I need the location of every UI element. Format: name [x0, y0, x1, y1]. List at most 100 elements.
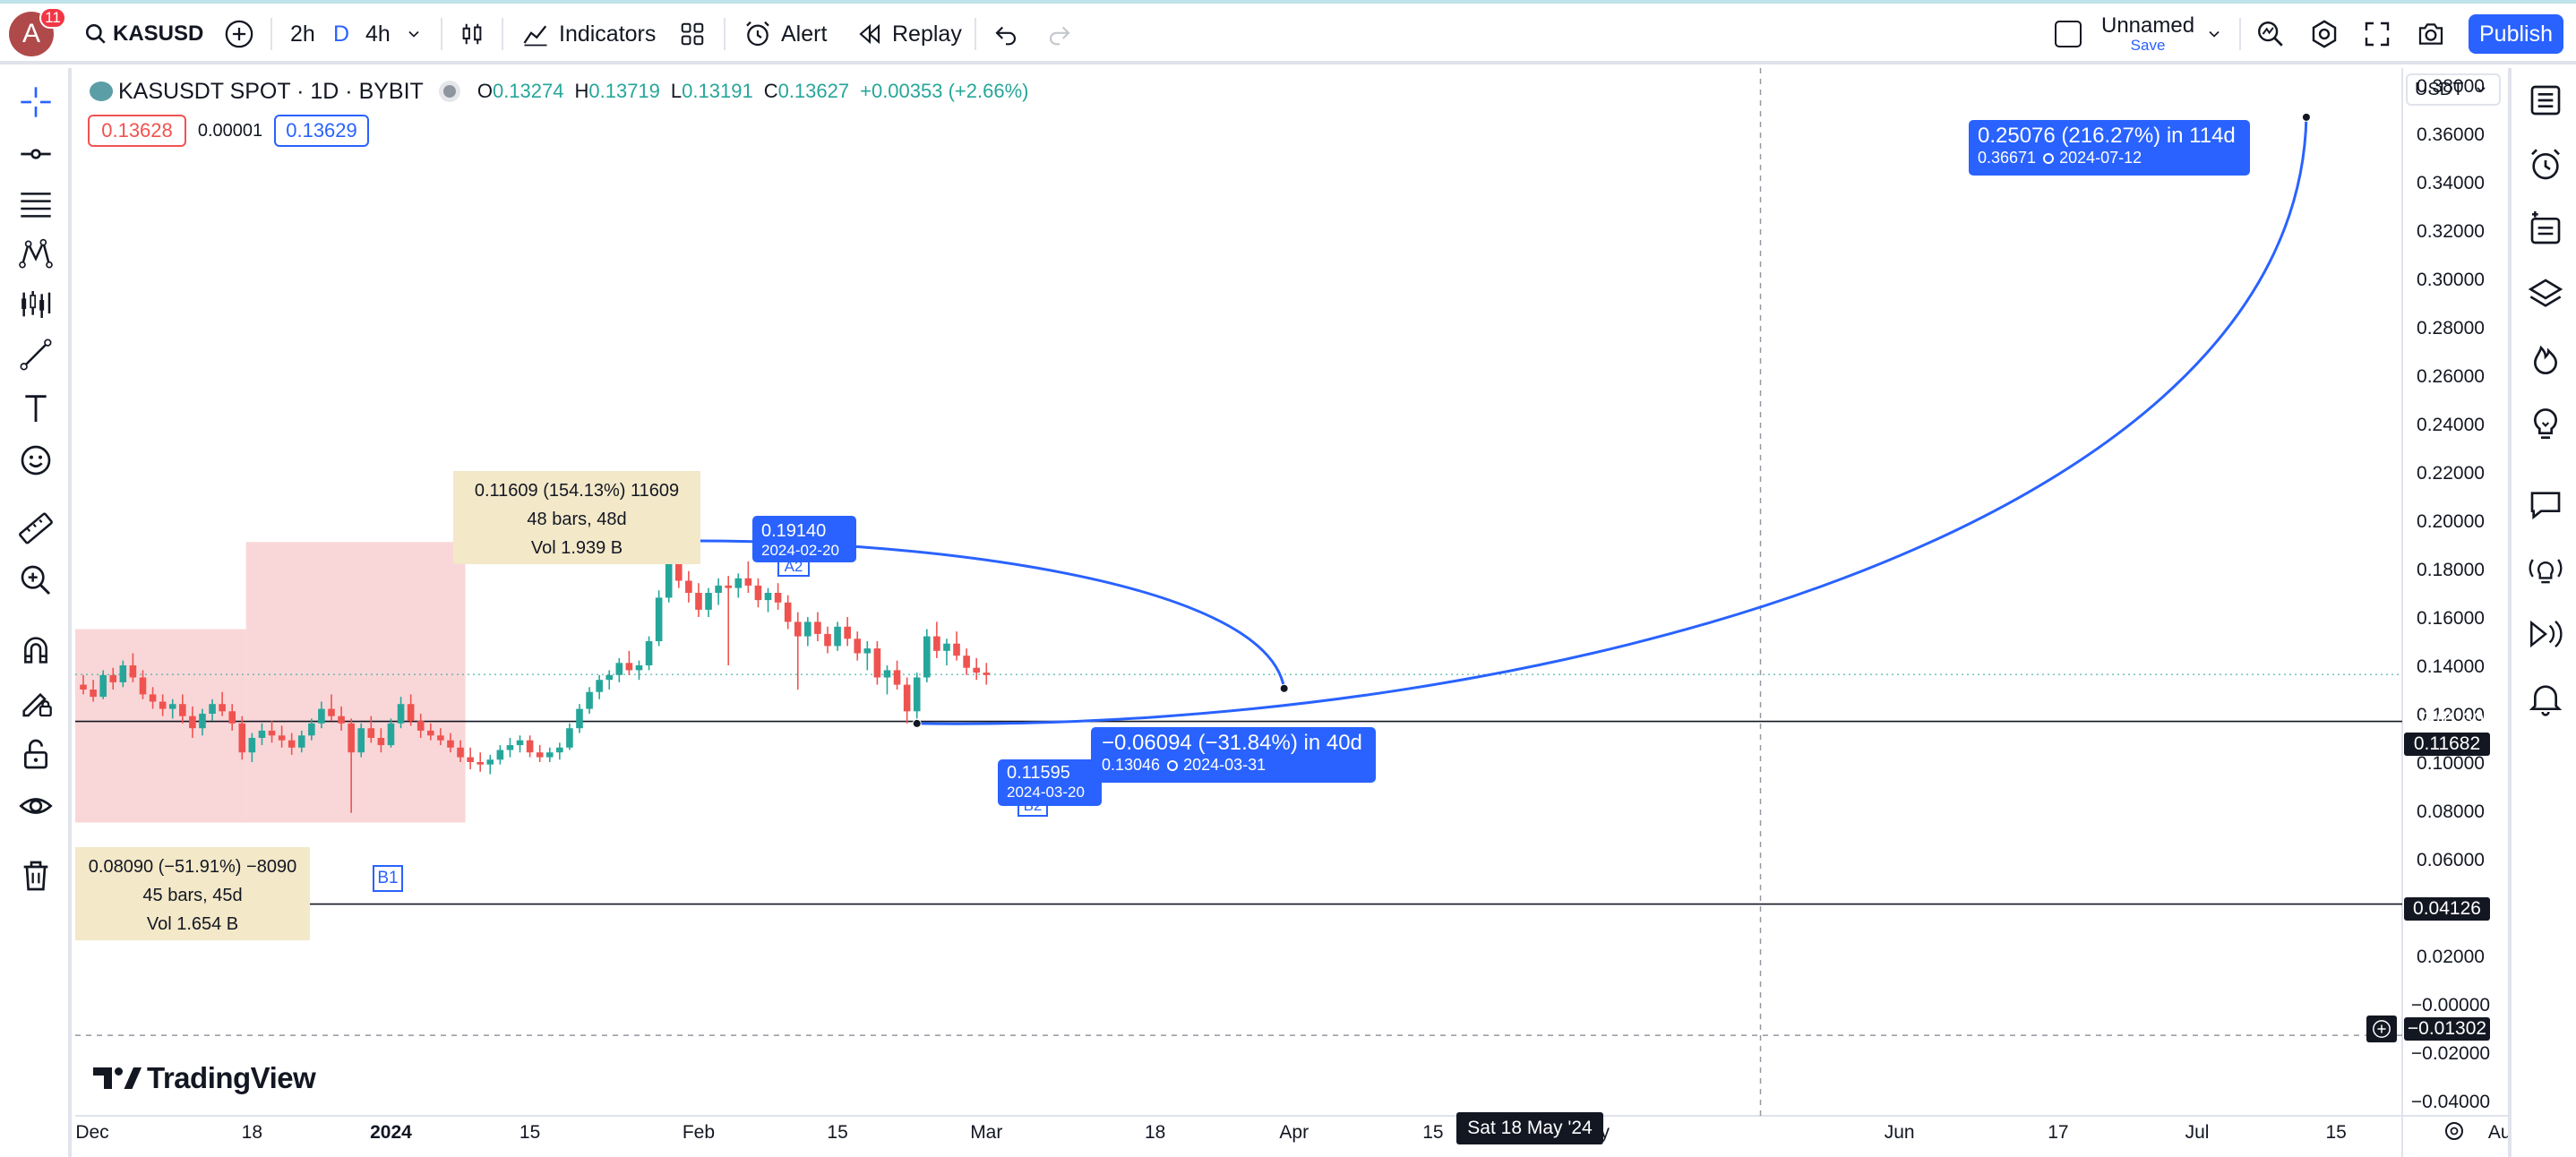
fullscreen-button[interactable] — [2363, 13, 2391, 56]
candle-body — [367, 728, 375, 738]
tv-logo-icon — [93, 1067, 142, 1089]
replay-button[interactable]: Replay — [856, 13, 962, 56]
settings-button[interactable] — [2309, 13, 2340, 56]
chart-legend: KASUSDT SPOT · 1D · BYBIT O 0.13274 H 0.13… — [90, 75, 1028, 107]
alarm-clock-icon — [746, 21, 769, 47]
measure-tool[interactable] — [13, 505, 59, 552]
candle-body — [586, 691, 593, 709]
symbol-search[interactable]: KASUSD — [84, 13, 203, 56]
magnet-tool[interactable] — [13, 627, 59, 673]
price-tick-label: −0.00000 — [2411, 995, 2490, 1016]
market-status-icon[interactable] — [442, 85, 456, 98]
axis-settings-icon[interactable] — [2445, 1122, 2463, 1140]
layers-button[interactable] — [2520, 269, 2571, 319]
price-axis[interactable] — [2402, 68, 2508, 1116]
interval-4h[interactable]: 4h — [365, 13, 391, 56]
divider — [441, 18, 442, 50]
top-projection-price: 0.36671 — [1978, 149, 2037, 167]
candle-body — [387, 723, 395, 746]
layout-dropdown[interactable] — [2205, 13, 2223, 56]
streams-button[interactable] — [2520, 544, 2571, 595]
price-tick-label: 0.14000 — [2417, 656, 2485, 677]
legend-change: +0.00353 (+2.66%) — [860, 80, 1029, 102]
crosshair-time-tag: Sat 18 May '24 — [1456, 1112, 1603, 1144]
alerts-button[interactable] — [2520, 140, 2571, 190]
chats-button[interactable] — [2520, 480, 2571, 530]
legend-title[interactable]: KASUSDT SPOT · 1D · BYBIT — [118, 78, 424, 104]
compare-add-button[interactable] — [224, 13, 254, 56]
icon-tool[interactable] — [13, 437, 59, 484]
buy-button[interactable]: 0.13629 — [274, 115, 369, 147]
candle-body — [238, 723, 246, 753]
chart-type-button[interactable] — [459, 13, 485, 56]
snapshot-button[interactable] — [2415, 13, 2447, 56]
candle-body — [695, 593, 702, 610]
indicators-button[interactable]: Indicators — [521, 13, 656, 56]
candle-body — [179, 704, 186, 716]
candle-body — [556, 747, 563, 753]
mid-projection-price: 0.13046 — [1102, 756, 1161, 774]
crosshair-tool[interactable] — [13, 79, 59, 125]
b1-label[interactable]: B1 — [373, 865, 403, 892]
legend-high: 0.13719 — [588, 80, 660, 102]
trend-line-tool[interactable] — [13, 131, 59, 177]
redo-icon — [1049, 26, 1070, 46]
candle-body — [774, 593, 782, 603]
hotlists-button[interactable] — [2520, 333, 2571, 383]
add-price-button[interactable] — [2366, 1016, 2397, 1042]
alert-button[interactable]: Alert — [743, 13, 827, 56]
templates-button[interactable] — [679, 13, 706, 56]
arrow-line-icon — [20, 339, 52, 371]
interval-2h[interactable]: 2h — [290, 13, 315, 56]
candle-body — [943, 643, 950, 651]
price-tick-label: 0.06000 — [2417, 850, 2485, 870]
remove-drawings-tool[interactable] — [13, 853, 59, 899]
ideas-button[interactable] — [2520, 398, 2571, 448]
interval-d[interactable]: D — [333, 13, 349, 56]
chat-icon — [2530, 492, 2561, 520]
notifications-button[interactable] — [2520, 673, 2571, 724]
price-tick-label: 0.26000 — [2417, 366, 2485, 387]
publish-button[interactable]: Publish — [2469, 14, 2563, 54]
fib-tool[interactable] — [13, 181, 59, 227]
layout-save-label: Save — [2130, 37, 2166, 54]
price-tick-label: 0.08000 — [2417, 801, 2485, 822]
interval-dropdown[interactable] — [405, 13, 423, 56]
plus-circle-icon — [225, 20, 253, 48]
candle-body — [764, 593, 772, 601]
time-tick-label: Aug — [2488, 1122, 2508, 1143]
candle-body — [149, 694, 157, 702]
projection-tool[interactable] — [13, 281, 59, 328]
quick-search-button[interactable] — [2255, 13, 2286, 56]
sell-button[interactable]: 0.13628 — [88, 115, 186, 147]
redo-button[interactable] — [1046, 13, 1073, 56]
horizontal-lines — [75, 673, 2402, 905]
undo-button[interactable] — [992, 13, 1019, 56]
zoom-tool[interactable] — [13, 557, 59, 604]
candle-body — [685, 580, 692, 593]
chart-canvas[interactable]: 0.400000.380000.360000.340000.320000.300… — [75, 68, 2508, 1157]
candle-body — [645, 641, 653, 665]
currency-select[interactable]: USDT — [2406, 73, 2501, 106]
divider — [502, 18, 503, 50]
indicators-label: Indicators — [559, 21, 657, 47]
replay-trading-button[interactable] — [2520, 609, 2571, 659]
price-tick-label: −0.04000 — [2411, 1092, 2490, 1112]
layout-checkbox[interactable] — [2055, 13, 2082, 56]
hide-drawings-tool[interactable] — [13, 783, 59, 829]
brush-tool[interactable] — [13, 331, 59, 378]
candle-body — [873, 648, 881, 678]
interval-2h-label: 2h — [290, 21, 315, 47]
layout-name-menu[interactable]: Unnamed Save — [2101, 13, 2194, 56]
stay-in-drawing-tool[interactable] — [13, 679, 59, 725]
clock-icon — [1167, 759, 1179, 771]
watchlist-button[interactable] — [2520, 75, 2571, 125]
lock-drawings-tool[interactable] — [13, 731, 59, 777]
object-tree-button[interactable] — [2520, 204, 2571, 254]
text-tool[interactable] — [13, 385, 59, 432]
tradingview-logo[interactable]: TradingView — [93, 1060, 316, 1096]
pattern-tool[interactable] — [13, 231, 59, 278]
time-tick-label: 15 — [1422, 1122, 1443, 1143]
avatar[interactable]: A 11 — [9, 7, 66, 59]
candle-body — [189, 716, 196, 729]
